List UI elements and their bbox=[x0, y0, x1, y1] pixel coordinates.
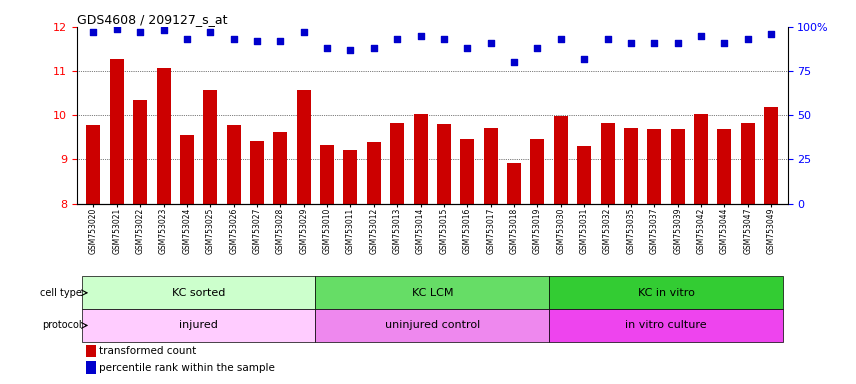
Point bbox=[274, 38, 288, 44]
Bar bbox=[86, 125, 100, 204]
Text: KC in vitro: KC in vitro bbox=[638, 288, 694, 298]
Point bbox=[180, 36, 193, 42]
Point bbox=[647, 40, 661, 46]
Bar bbox=[86, 345, 96, 357]
Point bbox=[717, 40, 731, 46]
Bar bbox=[437, 124, 451, 204]
Text: GDS4608 / 209127_s_at: GDS4608 / 209127_s_at bbox=[77, 13, 228, 26]
Text: KC LCM: KC LCM bbox=[412, 288, 453, 298]
Bar bbox=[390, 123, 404, 204]
Bar bbox=[413, 114, 428, 204]
Point bbox=[297, 29, 311, 35]
Bar bbox=[110, 59, 124, 204]
Bar bbox=[670, 129, 685, 204]
Point bbox=[624, 40, 638, 46]
Bar bbox=[740, 123, 755, 204]
Point bbox=[508, 59, 521, 65]
Point bbox=[694, 33, 708, 39]
Point bbox=[250, 38, 264, 44]
Text: percentile rank within the sample: percentile rank within the sample bbox=[99, 362, 275, 373]
Bar bbox=[273, 132, 288, 204]
Bar bbox=[717, 129, 731, 204]
Point bbox=[577, 56, 591, 62]
Point bbox=[437, 36, 451, 42]
Bar bbox=[550, 309, 783, 342]
Point bbox=[110, 26, 123, 32]
Bar bbox=[507, 163, 521, 204]
Point bbox=[367, 45, 381, 51]
Point bbox=[320, 45, 334, 51]
Bar bbox=[203, 89, 217, 204]
Bar bbox=[694, 114, 708, 204]
Point bbox=[204, 29, 217, 35]
Bar bbox=[624, 127, 638, 204]
Point bbox=[413, 33, 427, 39]
Bar bbox=[554, 116, 568, 204]
Bar bbox=[320, 145, 334, 204]
Point bbox=[554, 36, 568, 42]
Bar bbox=[550, 276, 783, 309]
Point bbox=[601, 36, 615, 42]
Bar bbox=[250, 141, 264, 204]
Point bbox=[764, 31, 778, 37]
Bar bbox=[315, 276, 550, 309]
Text: in vitro culture: in vitro culture bbox=[625, 320, 707, 331]
Text: transformed count: transformed count bbox=[99, 346, 197, 356]
Bar bbox=[81, 276, 315, 309]
Text: KC sorted: KC sorted bbox=[172, 288, 225, 298]
Bar bbox=[315, 309, 550, 342]
Bar bbox=[764, 107, 778, 204]
Point bbox=[134, 29, 147, 35]
Bar bbox=[343, 150, 358, 204]
Text: protocol: protocol bbox=[42, 320, 81, 331]
Point bbox=[741, 36, 755, 42]
Point bbox=[390, 36, 404, 42]
Point bbox=[531, 45, 544, 51]
Text: injured: injured bbox=[179, 320, 218, 331]
Bar bbox=[297, 89, 311, 204]
Text: cell type: cell type bbox=[40, 288, 81, 298]
Bar bbox=[180, 135, 194, 204]
Bar bbox=[461, 139, 474, 204]
Bar bbox=[484, 127, 497, 204]
Bar bbox=[157, 68, 170, 204]
Bar bbox=[81, 309, 315, 342]
Point bbox=[86, 29, 100, 35]
Bar bbox=[227, 125, 241, 204]
Bar bbox=[86, 361, 96, 374]
Bar bbox=[367, 142, 381, 204]
Point bbox=[484, 40, 497, 46]
Point bbox=[461, 45, 474, 51]
Bar bbox=[601, 123, 615, 204]
Point bbox=[343, 47, 357, 53]
Point bbox=[671, 40, 685, 46]
Point bbox=[157, 27, 170, 33]
Text: uninjured control: uninjured control bbox=[384, 320, 480, 331]
Bar bbox=[647, 129, 662, 204]
Bar bbox=[531, 139, 544, 204]
Bar bbox=[134, 100, 147, 204]
Point bbox=[227, 36, 241, 42]
Bar bbox=[577, 146, 591, 204]
